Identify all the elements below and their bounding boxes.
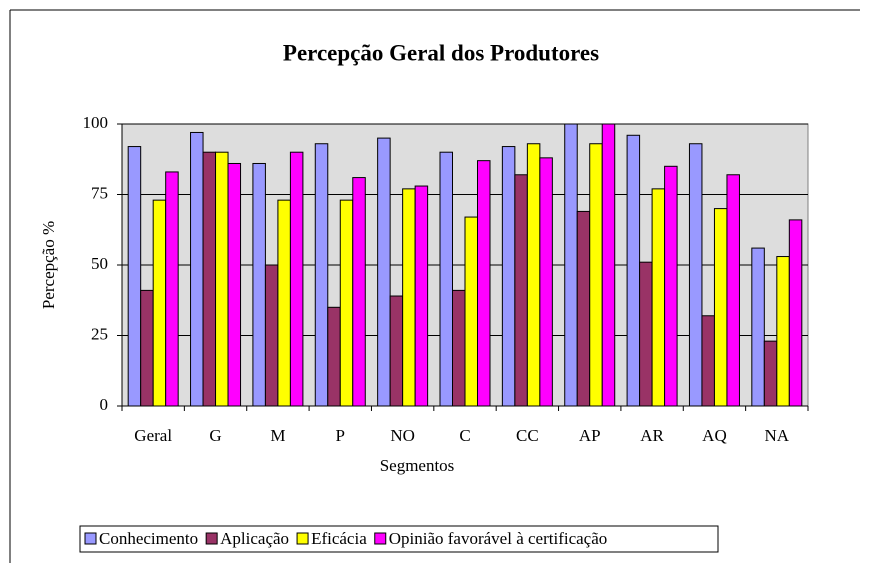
bar bbox=[713, 208, 728, 407]
y-tick-label: 25 bbox=[91, 324, 108, 343]
bar bbox=[539, 157, 553, 407]
chart-title: Percepção Geral dos Produtores bbox=[283, 40, 599, 65]
bar bbox=[352, 177, 366, 407]
x-tick-label: NO bbox=[390, 426, 415, 445]
y-tick-label: 75 bbox=[91, 183, 108, 202]
legend bbox=[79, 525, 719, 553]
bar bbox=[788, 219, 803, 407]
bar bbox=[726, 174, 740, 407]
y-tick-label: 50 bbox=[91, 254, 108, 273]
x-tick-label: AQ bbox=[702, 426, 727, 445]
bar bbox=[751, 247, 765, 407]
legend-label: Opinião favorável à certificação bbox=[389, 529, 608, 548]
bar bbox=[314, 143, 329, 407]
bar bbox=[626, 134, 641, 407]
bar bbox=[776, 256, 790, 407]
bar bbox=[215, 151, 229, 407]
x-axis-label: Segmentos bbox=[380, 456, 455, 475]
bar bbox=[664, 165, 678, 407]
x-tick-label: AR bbox=[640, 426, 664, 445]
bar bbox=[165, 171, 179, 407]
bar bbox=[389, 295, 404, 407]
legend-swatch bbox=[205, 532, 218, 545]
bar bbox=[763, 340, 778, 407]
bar bbox=[377, 137, 391, 407]
bar bbox=[452, 289, 466, 407]
bar bbox=[327, 306, 341, 407]
x-tick-label: NA bbox=[765, 426, 790, 445]
x-tick-label: AP bbox=[579, 426, 601, 445]
x-tick-label: C bbox=[459, 426, 470, 445]
bar bbox=[127, 146, 142, 407]
bar bbox=[464, 216, 478, 407]
bar bbox=[639, 261, 653, 407]
bar bbox=[339, 199, 354, 407]
bar bbox=[477, 160, 491, 407]
legend-swatch bbox=[84, 532, 97, 545]
bar bbox=[264, 264, 279, 407]
y-axis-label: Percepção % bbox=[39, 221, 58, 309]
x-tick-label: M bbox=[270, 426, 285, 445]
bar bbox=[202, 151, 217, 407]
bar bbox=[688, 143, 703, 407]
y-tick-label: 0 bbox=[100, 395, 109, 414]
bar bbox=[564, 123, 578, 407]
x-tick-label: G bbox=[209, 426, 221, 445]
bar bbox=[402, 188, 416, 407]
bar bbox=[289, 151, 304, 407]
x-tick-label: Geral bbox=[134, 426, 172, 445]
bar bbox=[526, 143, 541, 407]
bar bbox=[514, 174, 528, 407]
y-tick-label: 100 bbox=[83, 113, 109, 132]
bar bbox=[601, 123, 616, 407]
legend-label: Eficácia bbox=[311, 529, 367, 548]
bar bbox=[190, 131, 204, 407]
bar bbox=[576, 210, 591, 407]
bar bbox=[651, 188, 666, 407]
bar bbox=[414, 185, 429, 407]
legend-label: Conhecimento bbox=[99, 529, 198, 548]
bar bbox=[277, 199, 291, 407]
legend-swatch bbox=[296, 532, 309, 545]
bar bbox=[227, 162, 242, 407]
bar bbox=[589, 143, 603, 407]
bar bbox=[701, 315, 715, 407]
legend-swatch bbox=[374, 532, 387, 545]
bar bbox=[252, 162, 266, 407]
bar bbox=[152, 199, 167, 407]
x-tick-label: CC bbox=[516, 426, 539, 445]
x-tick-label: P bbox=[336, 426, 345, 445]
bar bbox=[501, 146, 516, 407]
bar bbox=[140, 289, 154, 407]
legend-label: Aplicação bbox=[220, 529, 289, 548]
bar bbox=[439, 151, 453, 407]
